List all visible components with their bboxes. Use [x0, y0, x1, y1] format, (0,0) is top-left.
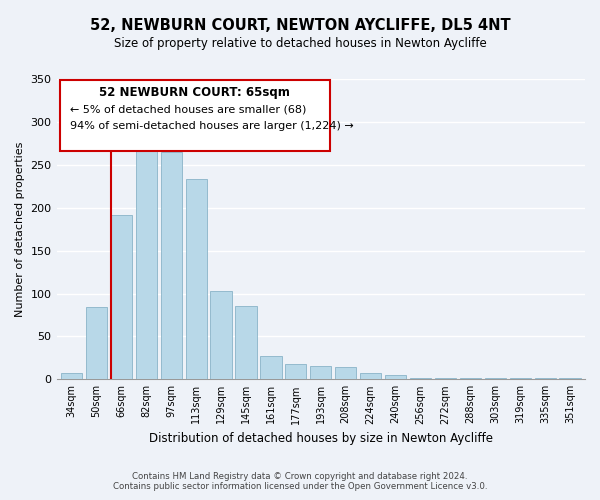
Bar	[260, 356, 281, 380]
Bar	[360, 374, 381, 380]
Bar	[185, 178, 207, 380]
Text: Size of property relative to detached houses in Newton Aycliffe: Size of property relative to detached ho…	[113, 38, 487, 51]
Text: 94% of semi-detached houses are larger (1,224) →: 94% of semi-detached houses are larger (…	[70, 121, 353, 131]
Bar	[111, 214, 132, 380]
Bar	[86, 307, 107, 380]
Bar	[235, 306, 257, 380]
Bar	[385, 375, 406, 380]
Bar	[335, 368, 356, 380]
X-axis label: Distribution of detached houses by size in Newton Aycliffe: Distribution of detached houses by size …	[149, 432, 493, 445]
Bar	[435, 378, 456, 380]
Bar	[136, 148, 157, 380]
Bar	[460, 378, 481, 380]
Bar	[310, 366, 331, 380]
Bar	[509, 378, 531, 380]
Bar	[211, 291, 232, 380]
Bar	[161, 152, 182, 380]
Bar	[410, 378, 431, 380]
Bar	[559, 378, 581, 380]
Text: 52, NEWBURN COURT, NEWTON AYCLIFFE, DL5 4NT: 52, NEWBURN COURT, NEWTON AYCLIFFE, DL5 …	[89, 18, 511, 32]
Y-axis label: Number of detached properties: Number of detached properties	[15, 142, 25, 317]
Text: Contains public sector information licensed under the Open Government Licence v3: Contains public sector information licen…	[113, 482, 487, 491]
Text: ← 5% of detached houses are smaller (68): ← 5% of detached houses are smaller (68)	[70, 104, 306, 115]
Bar	[61, 374, 82, 380]
Bar	[285, 364, 307, 380]
Bar	[535, 378, 556, 380]
Text: 52 NEWBURN COURT: 65sqm: 52 NEWBURN COURT: 65sqm	[99, 86, 290, 99]
Text: Contains HM Land Registry data © Crown copyright and database right 2024.: Contains HM Land Registry data © Crown c…	[132, 472, 468, 481]
Bar	[485, 378, 506, 380]
